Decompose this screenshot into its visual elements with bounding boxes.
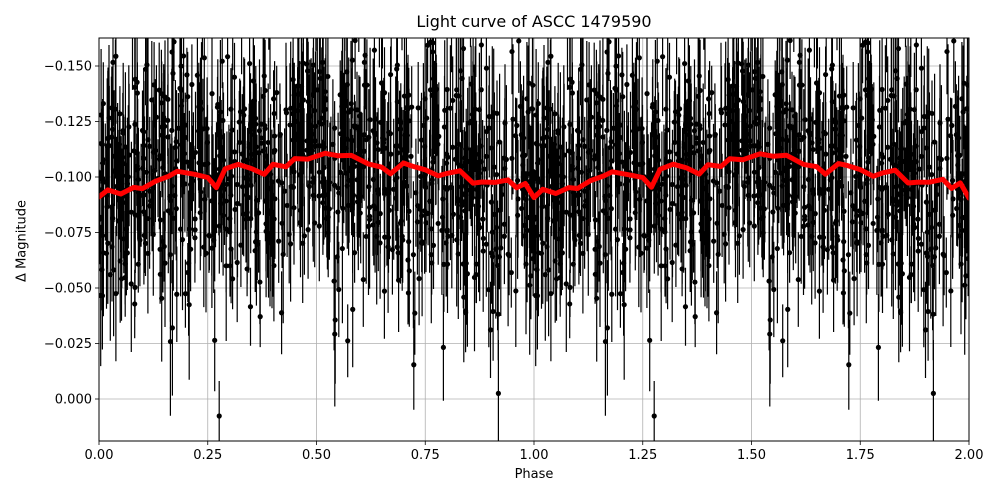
x-tick-label: 0.00 [85,448,114,463]
x-tick-label: 0.50 [302,448,331,463]
x-axis-label: Phase [514,467,554,482]
y-axis-label: Δ Magnitude [14,200,30,282]
x-tick-label: 1.75 [846,448,875,463]
y-tick-label: −0.100 [44,171,92,186]
binned-curve [99,150,969,201]
y-axis-ticks: −0.150 −0.125 −0.100 −0.075 −0.050 −0.025 0.00… [44,60,99,408]
y-tick-label: −0.025 [44,337,92,352]
y-tick-label: −0.075 [44,226,92,241]
x-tick-label: 1.00 [520,448,549,463]
x-tick-label: 2.00 [955,448,984,463]
chart-title: Light curve of ASCC 1479590 [416,12,652,31]
x-tick-label: 0.75 [411,448,440,463]
y-tick-label: −0.125 [44,115,92,130]
x-tick-label: 1.50 [737,448,766,463]
y-tick-label: −0.050 [44,282,92,297]
x-tick-label: 1.25 [628,448,657,463]
x-axis-ticks: 0.00 0.25 0.50 0.75 1.00 1.25 1.50 1.75 2.00 [85,441,984,463]
y-tick-label: 0.000 [55,393,92,408]
x-tick-label: 0.25 [193,448,222,463]
y-tick-label: −0.150 [44,60,92,75]
